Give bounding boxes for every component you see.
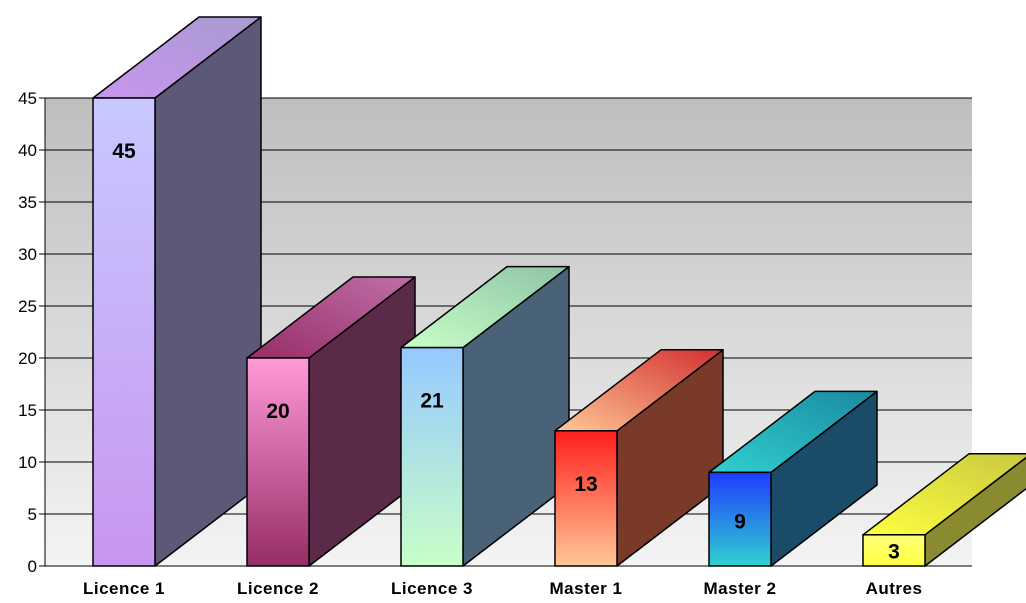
bar-master-2 (708, 390, 878, 567)
bar-master-1 (554, 349, 724, 567)
y-tick-label: 40 (18, 141, 37, 160)
data-label: 20 (266, 400, 289, 423)
y-tick-label: 25 (18, 297, 37, 316)
bar-front-face (708, 471, 772, 567)
bar-licence-2 (246, 276, 416, 567)
data-label: 3 (888, 540, 900, 563)
y-tick-label: 10 (18, 453, 37, 472)
y-tick-label: 0 (28, 557, 37, 576)
bar-front-face (400, 346, 464, 567)
x-tick-label: Master 2 (704, 579, 777, 598)
x-tick-label: Autres (866, 579, 923, 598)
y-tick-label: 35 (18, 193, 37, 212)
bar-autres (862, 453, 1026, 567)
bar-front-face (554, 430, 618, 567)
bar-front-face (862, 534, 926, 567)
bar-front-face (92, 97, 156, 567)
y-tick-label: 45 (18, 89, 37, 108)
bar-front-face (246, 357, 310, 567)
data-label: 9 (734, 511, 746, 534)
bar-licence-3 (400, 265, 570, 567)
x-tick-label: Licence 1 (83, 579, 165, 598)
data-label: 21 (420, 390, 444, 413)
bar-licence-1 (92, 16, 262, 567)
y-tick-label: 20 (18, 349, 37, 368)
data-label: 13 (574, 473, 597, 496)
y-tick-label: 5 (28, 505, 37, 524)
y-tick-label: 30 (18, 245, 37, 264)
y-tick-label: 15 (18, 401, 37, 420)
x-tick-label: Licence 3 (391, 579, 473, 598)
x-tick-label: Master 1 (550, 579, 623, 598)
x-tick-label: Licence 2 (237, 579, 319, 598)
bar-side-face (154, 16, 262, 567)
data-label: 45 (112, 140, 136, 163)
